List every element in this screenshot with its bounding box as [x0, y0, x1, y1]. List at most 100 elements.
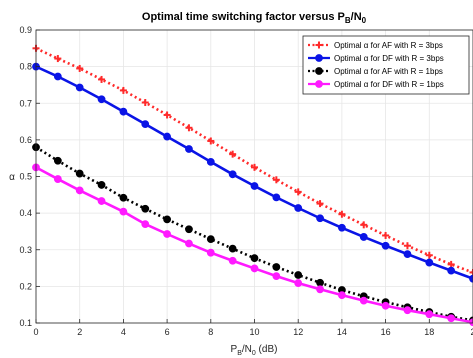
- data-point: [163, 132, 172, 141]
- x-axis-label: PB/N0 (dB): [231, 344, 278, 357]
- data-point: [469, 318, 473, 327]
- legend-marker: [315, 41, 323, 49]
- data-point: [403, 306, 412, 315]
- data-point: [163, 111, 171, 119]
- x-axis-label-sub2: 0: [252, 350, 256, 357]
- y-tick-label: 0.4: [19, 208, 32, 218]
- data-point: [185, 239, 193, 248]
- data-point: [272, 272, 281, 281]
- data-point: [251, 163, 258, 171]
- data-point: [250, 254, 259, 263]
- ticks: 0 2 4 6 8 10 12 14 16 18 2 0.1 0.2 0.3 0.4 0.5 0.6 0.7 0.8…: [19, 25, 473, 337]
- x-tick-label: 2: [77, 327, 82, 337]
- data-point: [338, 210, 346, 218]
- data-point: [316, 214, 324, 223]
- data-point: [185, 124, 193, 132]
- x-tick-label: 6: [165, 327, 170, 337]
- data-point: [381, 301, 390, 310]
- x-axis-label-mid: /N: [242, 344, 252, 355]
- data-point: [316, 278, 324, 287]
- data-point: [294, 271, 303, 279]
- data-point: [338, 223, 346, 232]
- data-point: [207, 137, 215, 145]
- chart-title: Optimal time switching factor versus PB/…: [142, 11, 367, 25]
- data-point: [272, 176, 280, 184]
- legend-label: Optimal α for DF with R = 3bps: [334, 54, 444, 63]
- data-point: [75, 83, 84, 92]
- data-point: [119, 86, 127, 94]
- data-point: [228, 244, 237, 253]
- data-point: [447, 314, 456, 323]
- data-point: [316, 200, 324, 208]
- legend-marker: [315, 80, 323, 88]
- series-2: [32, 62, 473, 283]
- data-point: [425, 251, 433, 259]
- data-point: [250, 182, 259, 190]
- data-point: [228, 170, 237, 179]
- x-axis-label-unit: (dB): [256, 344, 278, 355]
- data-point: [294, 188, 302, 196]
- data-point: [229, 150, 237, 158]
- x-axis-label-main: P: [231, 344, 238, 355]
- data-point: [75, 169, 84, 178]
- chart-title-main: Optimal time switching factor versus P: [142, 11, 345, 23]
- data-point: [316, 285, 324, 294]
- data-point: [425, 258, 434, 267]
- data-point: [228, 256, 237, 265]
- legend-item: Optimal α for AF with R = 1bps: [308, 67, 443, 76]
- y-tick-label: 0.6: [19, 135, 32, 145]
- data-point: [403, 242, 411, 250]
- y-tick-label: 0.7: [19, 98, 32, 108]
- data-point: [119, 107, 128, 116]
- data-point: [163, 215, 172, 224]
- data-point: [382, 231, 390, 239]
- data-point: [97, 181, 106, 189]
- series-line: [35, 47, 473, 274]
- y-tick-label: 0.5: [19, 172, 32, 182]
- data-point: [141, 220, 150, 229]
- data-point: [53, 156, 62, 165]
- data-point: [75, 186, 84, 195]
- data-point: [360, 221, 368, 229]
- data-point: [119, 193, 128, 202]
- legend: Optimal α for AF with R = 3bps Optimal α …: [302, 35, 470, 95]
- data-point: [338, 291, 346, 300]
- data-point: [272, 263, 281, 271]
- data-point: [54, 55, 62, 63]
- legend-label: Optimal α for DF with R = 1bps: [334, 80, 444, 89]
- x-tick-label: 10: [249, 327, 259, 337]
- x-tick-label: 0: [33, 327, 38, 337]
- legend-box: [302, 35, 470, 95]
- chart-title-sub1: B: [345, 16, 351, 25]
- data-point: [272, 193, 281, 202]
- data-point: [359, 296, 368, 305]
- data-point: [141, 120, 150, 129]
- data-point: [185, 145, 193, 153]
- data-point: [469, 274, 473, 283]
- y-tick-label: 0.8: [19, 62, 32, 72]
- x-tick-label: 8: [208, 327, 213, 337]
- legend-marker: [315, 54, 323, 62]
- x-tick-label: 16: [381, 327, 391, 337]
- data-point: [294, 204, 303, 212]
- data-point: [206, 248, 215, 257]
- data-point: [425, 310, 434, 319]
- series-4: [32, 163, 473, 327]
- data-point: [163, 230, 172, 238]
- legend-item: Optimal α for DF with R = 3bps: [308, 54, 444, 63]
- chart-title-sub2: 0: [362, 16, 367, 25]
- data-point: [206, 157, 215, 166]
- x-tick-label: 14: [337, 327, 347, 337]
- legend-item: Optimal α for DF with R = 1bps: [308, 80, 444, 89]
- legend-label: Optimal α for AF with R = 1bps: [334, 67, 443, 76]
- y-tick-label: 0.1: [19, 318, 32, 328]
- y-axis-label: α: [9, 172, 15, 183]
- data-point: [76, 64, 84, 72]
- data-point: [403, 250, 412, 259]
- data-point: [53, 175, 62, 183]
- x-tick-label: 12: [293, 327, 303, 337]
- x-axis-label-sub1: B: [237, 350, 242, 357]
- data-point: [250, 264, 259, 273]
- data-point: [119, 207, 128, 216]
